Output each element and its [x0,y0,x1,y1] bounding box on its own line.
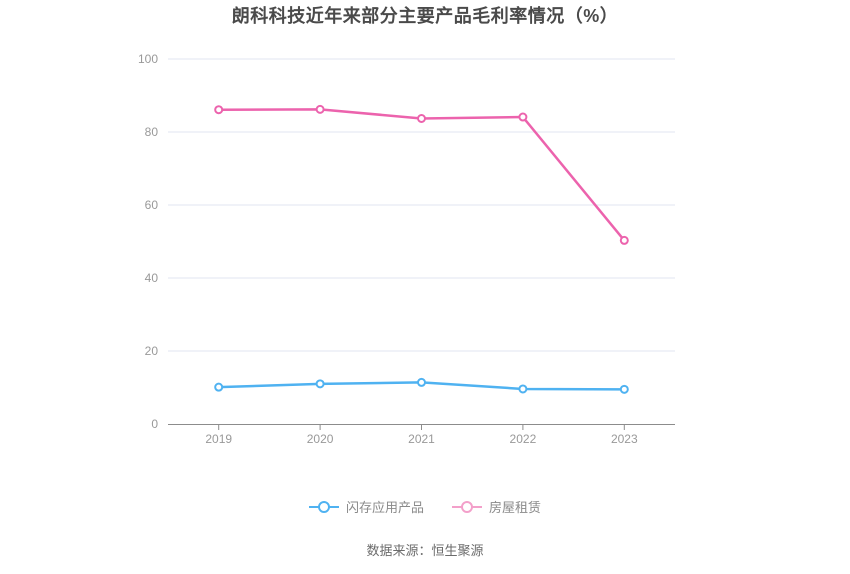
x-axis-tick-label: 2021 [408,432,435,446]
housing-rental-line [217,108,626,242]
flash-application-products-data-point[interactable] [315,379,325,389]
legend-item-flash-application-products[interactable]: 闪存应用产品 [308,497,424,516]
legend-marker-icon [452,500,482,513]
x-axis-tick-label: 2020 [307,432,334,446]
flash-application-products-data-point[interactable] [214,382,224,392]
chart-legend: 闪存应用产品 房屋租赁 [0,497,850,516]
housing-rental-data-point[interactable] [417,113,426,123]
y-axis-tick-label: 60 [145,198,159,212]
legend-marker-icon [308,500,339,513]
data-source-label: 数据来源：恒生聚源 [366,543,484,558]
y-axis-tick-label: 80 [145,125,159,139]
x-axis-tick-label: 2019 [205,432,232,446]
y-axis-tick-label: 40 [145,271,159,285]
housing-rental-data-point[interactable] [619,235,629,245]
x-axis-tick-label: 2022 [510,432,537,446]
flash-application-products-data-point[interactable] [619,384,629,394]
legend-label: 房屋租赁 [489,500,542,515]
flash-application-products-data-point[interactable] [518,384,528,394]
housing-rental-data-point[interactable] [315,104,325,114]
housing-rental-data-point[interactable] [518,112,528,122]
y-axis-tick-label: 0 [151,417,158,431]
x-axis-tick-label: 2023 [611,432,638,446]
housing-rental-data-point[interactable] [214,105,224,115]
y-axis-tick-label: 100 [138,52,158,66]
flash-application-products-data-point[interactable] [417,377,426,387]
legend-label: 闪存应用产品 [345,500,424,515]
chart-title: 朗科科技近年来部分主要产品毛利率情况（%） [231,6,619,26]
y-axis-tick-label: 20 [145,344,159,358]
legend-item-housing-rental[interactable]: 房屋租赁 [452,497,541,516]
